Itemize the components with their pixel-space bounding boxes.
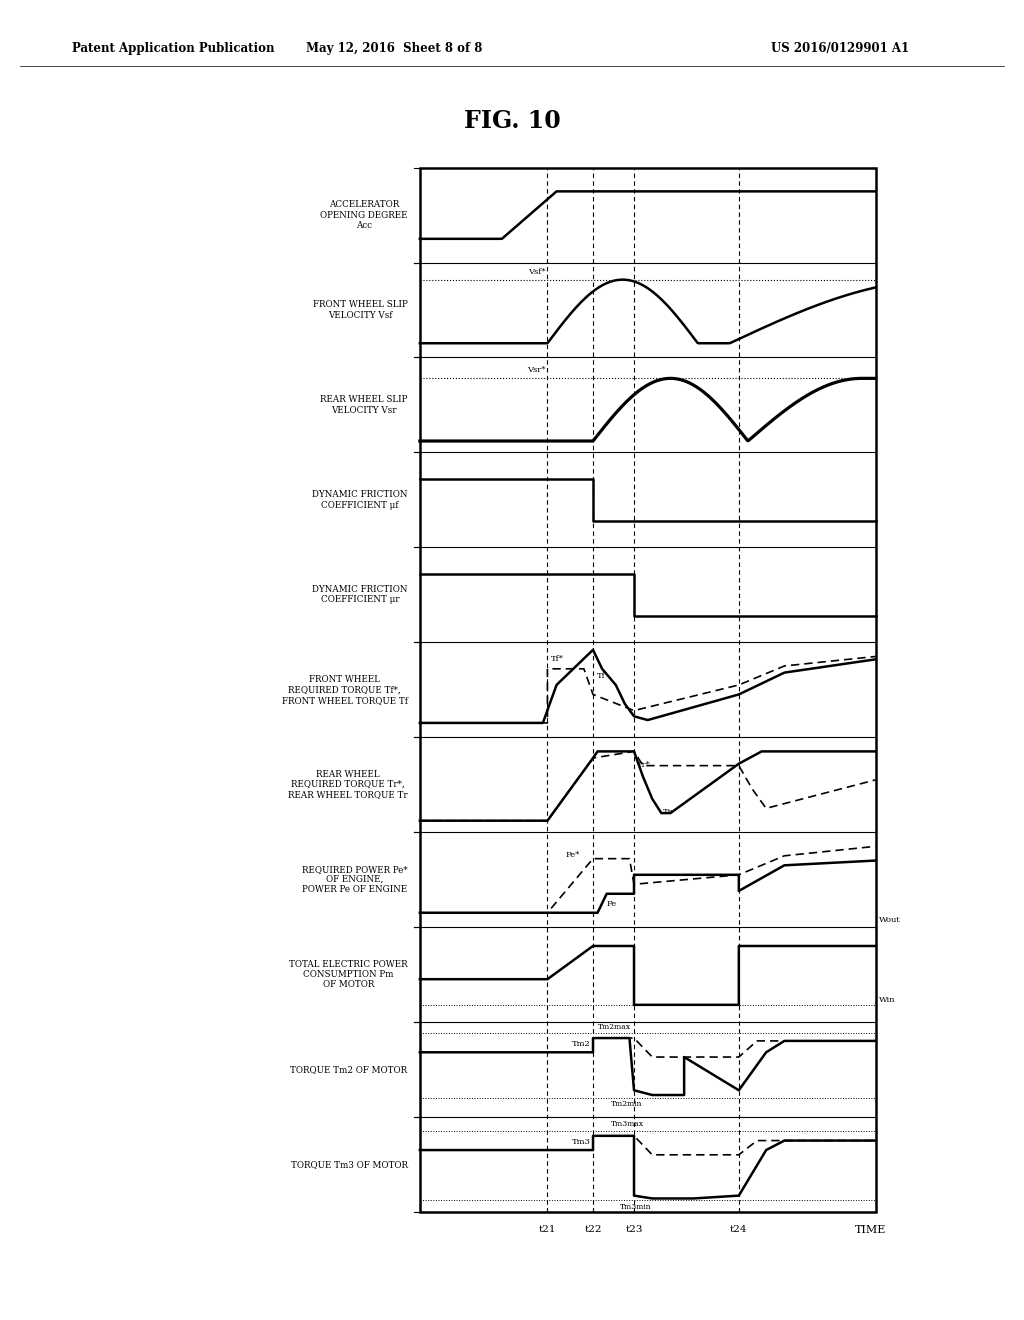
Text: Wout: Wout: [879, 916, 900, 924]
Text: FIG. 10: FIG. 10: [464, 110, 560, 133]
Text: t22: t22: [585, 1225, 602, 1234]
Text: Tm3max: Tm3max: [611, 1121, 644, 1129]
Text: ACCELERATOR
OPENING DEGREE
Acc: ACCELERATOR OPENING DEGREE Acc: [321, 201, 408, 230]
Text: US 2016/0129901 A1: US 2016/0129901 A1: [771, 42, 908, 55]
Text: t24: t24: [730, 1225, 748, 1234]
Text: TORQUE Tm3 OF MOTOR: TORQUE Tm3 OF MOTOR: [291, 1160, 408, 1168]
Bar: [420, 168, 876, 1212]
Text: Tf*: Tf*: [551, 655, 563, 663]
Text: Tf: Tf: [597, 672, 606, 680]
Text: Pe: Pe: [606, 900, 616, 908]
Text: Vsf*: Vsf*: [527, 268, 546, 276]
Text: Tm2max: Tm2max: [598, 1023, 631, 1031]
Text: REAR WHEEL SLIP
VELOCITY Vsr: REAR WHEEL SLIP VELOCITY Vsr: [321, 395, 408, 414]
Text: Vsr*: Vsr*: [527, 367, 546, 375]
Text: t23: t23: [626, 1225, 643, 1234]
Text: Patent Application Publication: Patent Application Publication: [72, 42, 274, 55]
Text: Win: Win: [879, 995, 895, 1003]
Text: Tr: Tr: [664, 808, 673, 816]
Text: Tm2min: Tm2min: [611, 1101, 643, 1109]
Text: t21: t21: [539, 1225, 556, 1234]
Text: REQUIRED POWER Pe*
OF ENGINE,
POWER Pe OF ENGINE: REQUIRED POWER Pe* OF ENGINE, POWER Pe O…: [302, 865, 408, 895]
Text: TIME: TIME: [855, 1225, 886, 1236]
Text: FRONT WHEEL
REQUIRED TORQUE Tf*,
FRONT WHEEL TORQUE Tf: FRONT WHEEL REQUIRED TORQUE Tf*, FRONT W…: [282, 675, 408, 705]
Text: Pe*: Pe*: [565, 850, 580, 858]
Text: Tm3: Tm3: [572, 1138, 591, 1146]
Text: Tm2: Tm2: [572, 1040, 591, 1048]
Text: TORQUE Tm2 OF MOTOR: TORQUE Tm2 OF MOTOR: [291, 1065, 408, 1074]
Text: Tm3min: Tm3min: [621, 1203, 652, 1210]
Text: May 12, 2016  Sheet 8 of 8: May 12, 2016 Sheet 8 of 8: [306, 42, 482, 55]
Text: REAR WHEEL
REQUIRED TORQUE Tr*,
REAR WHEEL TORQUE Tr: REAR WHEEL REQUIRED TORQUE Tr*, REAR WHE…: [288, 770, 408, 800]
Text: Tr*: Tr*: [637, 760, 651, 768]
Text: TOTAL ELECTRIC POWER
CONSUMPTION Pm
OF MOTOR: TOTAL ELECTRIC POWER CONSUMPTION Pm OF M…: [289, 960, 408, 990]
Text: DYNAMIC FRICTION
COEFFICIENT μf: DYNAMIC FRICTION COEFFICIENT μf: [312, 490, 408, 510]
Text: DYNAMIC FRICTION
COEFFICIENT μr: DYNAMIC FRICTION COEFFICIENT μr: [312, 585, 408, 605]
Text: FRONT WHEEL SLIP
VELOCITY Vsf: FRONT WHEEL SLIP VELOCITY Vsf: [312, 301, 408, 319]
